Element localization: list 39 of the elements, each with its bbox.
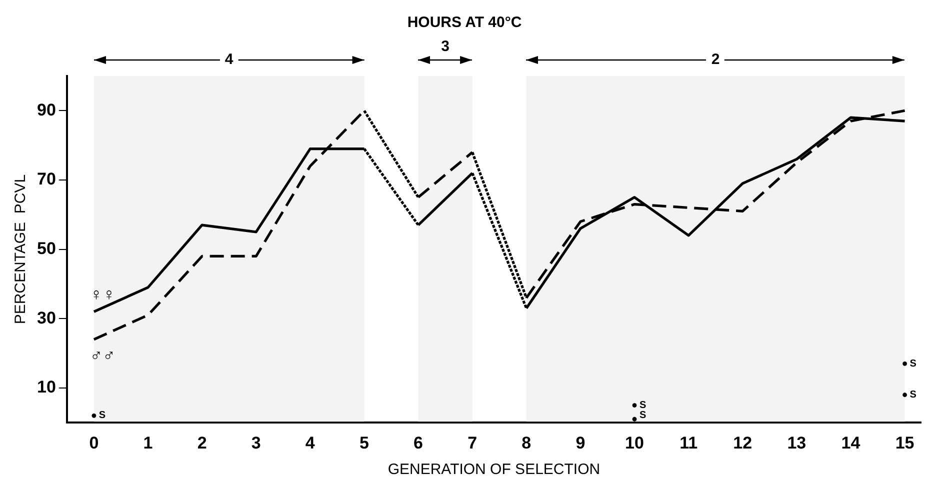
x-tick-label: 7	[468, 433, 478, 452]
x-tick-label: 1	[143, 433, 153, 452]
y-tick-label: 50	[36, 238, 56, 258]
point	[632, 403, 637, 408]
y-tick-label: 90	[36, 100, 56, 120]
annotation: S	[640, 400, 646, 412]
y-axis-title: PERCENTAGE PCVL	[12, 174, 30, 324]
x-tick-label: 6	[414, 433, 424, 452]
x-tick-label: 2	[197, 433, 207, 452]
point	[92, 413, 96, 418]
x-tick-label: 12	[733, 433, 752, 452]
y-tick-label: 70	[36, 170, 56, 189]
y-tick-label: 10	[36, 378, 56, 397]
annotation: S	[910, 358, 917, 370]
annotation: S	[910, 390, 917, 401]
band-label: 3	[441, 38, 450, 56]
x-tick-label: 9	[576, 433, 586, 452]
x-tick-label: 3	[251, 433, 261, 452]
chart-title: HOURS AT 40°C	[407, 14, 522, 32]
x-tick-label: 11	[680, 433, 698, 452]
x-tick-label: 8	[522, 433, 532, 452]
x-tick-label: 14	[841, 433, 861, 452]
annotation: S	[640, 410, 646, 421]
band-label: 2	[711, 51, 720, 68]
x-tick-label: 15	[895, 433, 914, 452]
x-tick-label: 0	[89, 433, 99, 452]
series-label: ♀♀	[90, 284, 116, 304]
point	[902, 361, 907, 366]
band-label: 4	[224, 51, 234, 68]
x-tick-label: 4	[305, 433, 316, 452]
x-tick-label: 10	[625, 433, 644, 452]
x-axis-title: GENERATION OF SELECTION	[388, 461, 600, 478]
point	[902, 392, 907, 398]
series-label: ♂♂	[90, 346, 116, 365]
x-tick-label: 13	[787, 433, 806, 452]
y-tick-label: 30	[36, 308, 56, 328]
point	[632, 416, 637, 422]
x-tick-label: 5	[359, 433, 369, 452]
annotation: S	[98, 410, 106, 421]
